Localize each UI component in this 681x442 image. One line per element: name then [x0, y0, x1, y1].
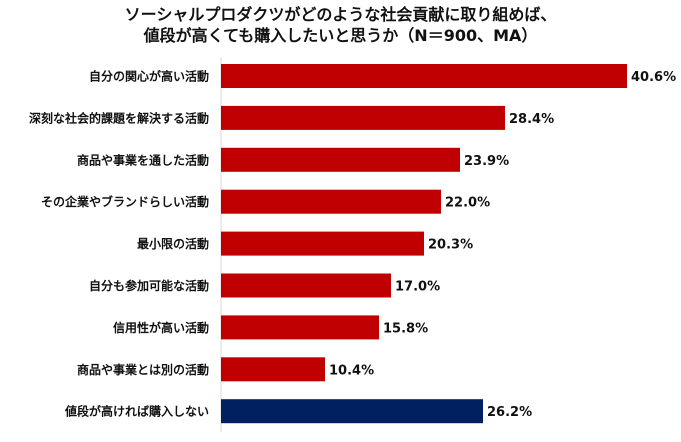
data-label: 10.4% [329, 363, 374, 378]
data-label: 22.0% [445, 196, 490, 211]
category-label: 商品や事業を通した活動 [77, 152, 209, 167]
data-label: 28.4% [509, 112, 554, 127]
data-label: 20.3% [428, 238, 473, 253]
chart-title-line2: 値段が高くても購入したいと思うか（N＝900、MA） [143, 26, 538, 45]
category-label: 値段が高ければ購入しない [64, 404, 209, 419]
category-label: 最小限の活動 [137, 236, 209, 251]
bar [221, 399, 483, 424]
chart-title-line1: ソーシャルプロダクツがどのような社会貢献に取り組めば、 [124, 5, 557, 24]
category-label: 商品や事業とは別の活動 [77, 362, 209, 377]
bar [221, 273, 391, 298]
category-label: 自分も参加可能な活動 [89, 278, 209, 293]
category-label: 自分の関心が高い活動 [89, 69, 209, 84]
data-label: 15.8% [383, 321, 428, 336]
bar [221, 105, 505, 130]
bar [221, 64, 627, 88]
bar [221, 315, 379, 340]
bar [221, 147, 460, 172]
bar [221, 357, 325, 382]
data-label: 26.2% [487, 405, 532, 420]
data-label: 17.0% [395, 280, 440, 295]
category-label: その企業やブランドらしい活動 [41, 194, 209, 209]
bar [221, 189, 441, 214]
data-label: 23.9% [464, 154, 509, 169]
data-label: 40.6% [631, 70, 676, 85]
category-label: 信用性が高い活動 [113, 320, 209, 335]
category-label: 深刻な社会的課題を解決する活動 [29, 110, 209, 125]
bar [221, 231, 424, 256]
chart-title: ソーシャルプロダクツがどのような社会貢献に取り組めば、 値段が高くても購入したい… [0, 4, 681, 46]
